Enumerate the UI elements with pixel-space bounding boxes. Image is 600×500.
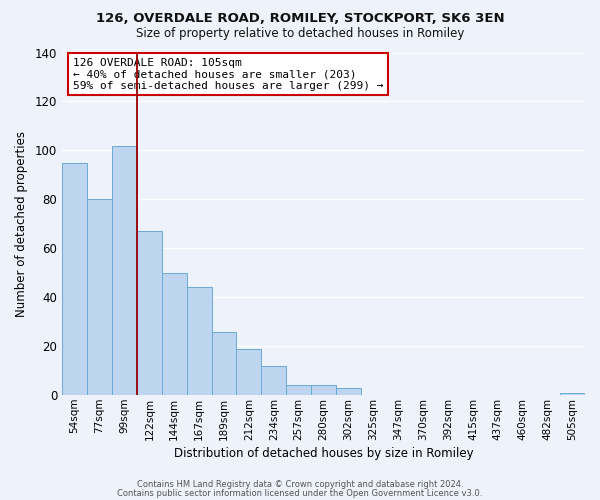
Text: Contains HM Land Registry data © Crown copyright and database right 2024.: Contains HM Land Registry data © Crown c… xyxy=(137,480,463,489)
Bar xyxy=(187,288,212,395)
Bar xyxy=(112,146,137,395)
Y-axis label: Number of detached properties: Number of detached properties xyxy=(15,131,28,317)
Bar xyxy=(311,386,336,395)
Bar xyxy=(87,200,112,395)
Text: Contains public sector information licensed under the Open Government Licence v3: Contains public sector information licen… xyxy=(118,488,482,498)
Bar xyxy=(262,366,286,395)
Bar xyxy=(560,392,585,395)
Text: 126 OVERDALE ROAD: 105sqm
← 40% of detached houses are smaller (203)
59% of semi: 126 OVERDALE ROAD: 105sqm ← 40% of detac… xyxy=(73,58,383,91)
X-axis label: Distribution of detached houses by size in Romiley: Distribution of detached houses by size … xyxy=(174,447,473,460)
Bar xyxy=(162,273,187,395)
Bar xyxy=(137,231,162,395)
Bar xyxy=(286,386,311,395)
Bar xyxy=(62,162,87,395)
Bar xyxy=(236,348,262,395)
Text: Size of property relative to detached houses in Romiley: Size of property relative to detached ho… xyxy=(136,28,464,40)
Bar xyxy=(336,388,361,395)
Text: 126, OVERDALE ROAD, ROMILEY, STOCKPORT, SK6 3EN: 126, OVERDALE ROAD, ROMILEY, STOCKPORT, … xyxy=(95,12,505,26)
Bar xyxy=(212,332,236,395)
